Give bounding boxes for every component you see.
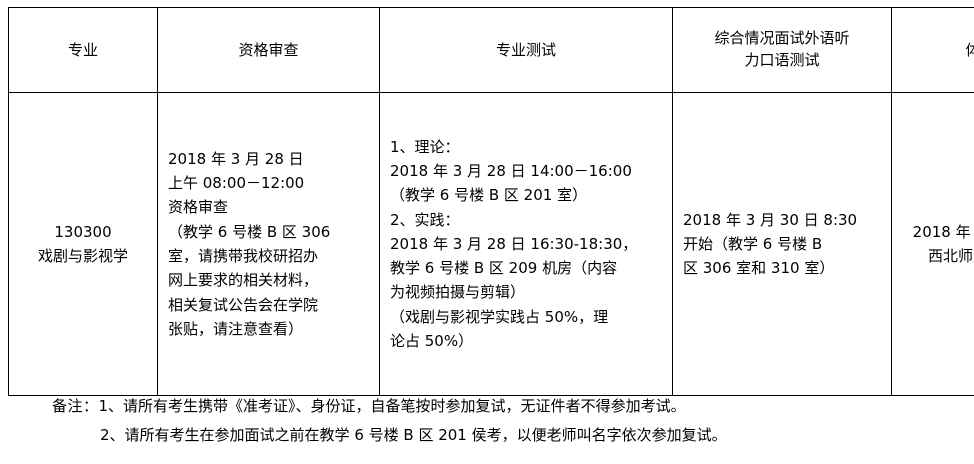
table-header: 专业 资格审查 专业测试 综合情况面试外语听 力口语测试 体检 bbox=[8, 7, 974, 93]
note-row-1: 备注：1、请所有考生携带《准考证》、身份证，自备笔按时参加复试，无证件者不得参加… bbox=[8, 392, 966, 421]
cell-physical-exam: 2018 年 3 月 29 日 西北师大校医院 bbox=[891, 92, 974, 396]
professional-test-line: 2018 年 3 月 28 日 14:00－16:00 bbox=[390, 161, 632, 180]
professional-test-line: （教学 6 号楼 B 区 201 室） bbox=[390, 186, 588, 205]
physical-exam-line: 2018 年 3 月 29 日 bbox=[912, 222, 974, 241]
interview-line: 开始（教学 6 号楼 B bbox=[683, 234, 823, 253]
header-cell-professional-test: 专业测试 bbox=[379, 7, 673, 93]
note-item: 1、请所有考生携带《准考证》、身份证，自备笔按时参加复试，无证件者不得参加考试。 bbox=[98, 397, 686, 415]
qualification-line: 2018 年 3 月 28 日 bbox=[168, 149, 304, 168]
qualification-line: （教学 6 号楼 B 区 306 bbox=[168, 222, 331, 241]
table-row: 130300 戏剧与影视学 2018 年 3 月 28 日 上午 08:00－1… bbox=[8, 92, 974, 396]
interview-line: 区 306 室和 310 室） bbox=[683, 259, 835, 278]
header-cell-interview: 综合情况面试外语听 力口语测试 bbox=[672, 7, 892, 93]
note-row-2: 2、请所有考生在参加面试之前在教学 6 号楼 B 区 201 侯考，以便老师叫名… bbox=[8, 421, 966, 450]
qualification-line: 上午 08:00－12:00 bbox=[168, 174, 305, 193]
qualification-line: 室，请携带我校研招办 bbox=[168, 247, 319, 265]
professional-test-line: 2、实践： bbox=[390, 210, 460, 229]
interview-line: 2018 年 3 月 30 日 8:30 bbox=[683, 210, 858, 229]
note-item: 2、请所有考生在参加面试之前在教学 6 号楼 B 区 201 侯考，以便老师叫名… bbox=[100, 426, 727, 445]
schedule-table: 专业 资格审查 专业测试 综合情况面试外语听 力口语测试 体检 130300 戏… bbox=[8, 7, 974, 396]
table-header-row: 专业 资格审查 专业测试 综合情况面试外语听 力口语测试 体检 bbox=[8, 7, 974, 93]
header-cell-physical-exam: 体检 bbox=[891, 7, 974, 93]
header-interview-line1: 综合情况面试外语听 bbox=[714, 29, 850, 48]
qualification-line: 张贴，请注意查看） bbox=[168, 319, 304, 338]
professional-test-line: 1、理论： bbox=[390, 137, 460, 156]
major-code: 130300 bbox=[54, 222, 112, 241]
professional-test-line: 2018 年 3 月 28 日 16:30-18:30， bbox=[390, 234, 638, 253]
table-body: 130300 戏剧与影视学 2018 年 3 月 28 日 上午 08:00－1… bbox=[8, 92, 974, 396]
major-name: 戏剧与影视学 bbox=[37, 247, 128, 265]
cell-interview: 2018 年 3 月 30 日 8:30 开始（教学 6 号楼 B 区 306 … bbox=[672, 92, 892, 396]
physical-exam-line: 西北师大校医院 bbox=[927, 247, 974, 265]
cell-qualification: 2018 年 3 月 28 日 上午 08:00－12:00 资格审查 （教学 … bbox=[157, 92, 380, 396]
qualification-line: 资格审查 bbox=[168, 198, 229, 217]
notes-section: 备注：1、请所有考生携带《准考证》、身份证，自备笔按时参加复试，无证件者不得参加… bbox=[8, 392, 966, 451]
professional-test-line: 论占 50%） bbox=[390, 332, 474, 351]
professional-test-line: （戏剧与影视学实践占 50%，理 bbox=[390, 307, 609, 326]
professional-test-line: 为视频拍摄与剪辑） bbox=[390, 283, 526, 302]
notes-label: 备注： bbox=[52, 397, 99, 415]
professional-test-line: 教学 6 号楼 B 区 209 机房（内容 bbox=[390, 259, 618, 278]
header-interview-line2: 力口语测试 bbox=[744, 51, 820, 69]
qualification-line: 相关复试公告会在学院 bbox=[168, 295, 319, 314]
header-cell-qualification: 资格审查 bbox=[157, 7, 380, 93]
cell-professional-test: 1、理论： 2018 年 3 月 28 日 14:00－16:00 （教学 6 … bbox=[379, 92, 673, 396]
qualification-line: 网上要求的相关材料， bbox=[168, 271, 319, 290]
header-cell-major: 专业 bbox=[8, 7, 158, 93]
cell-major: 130300 戏剧与影视学 bbox=[8, 92, 158, 396]
